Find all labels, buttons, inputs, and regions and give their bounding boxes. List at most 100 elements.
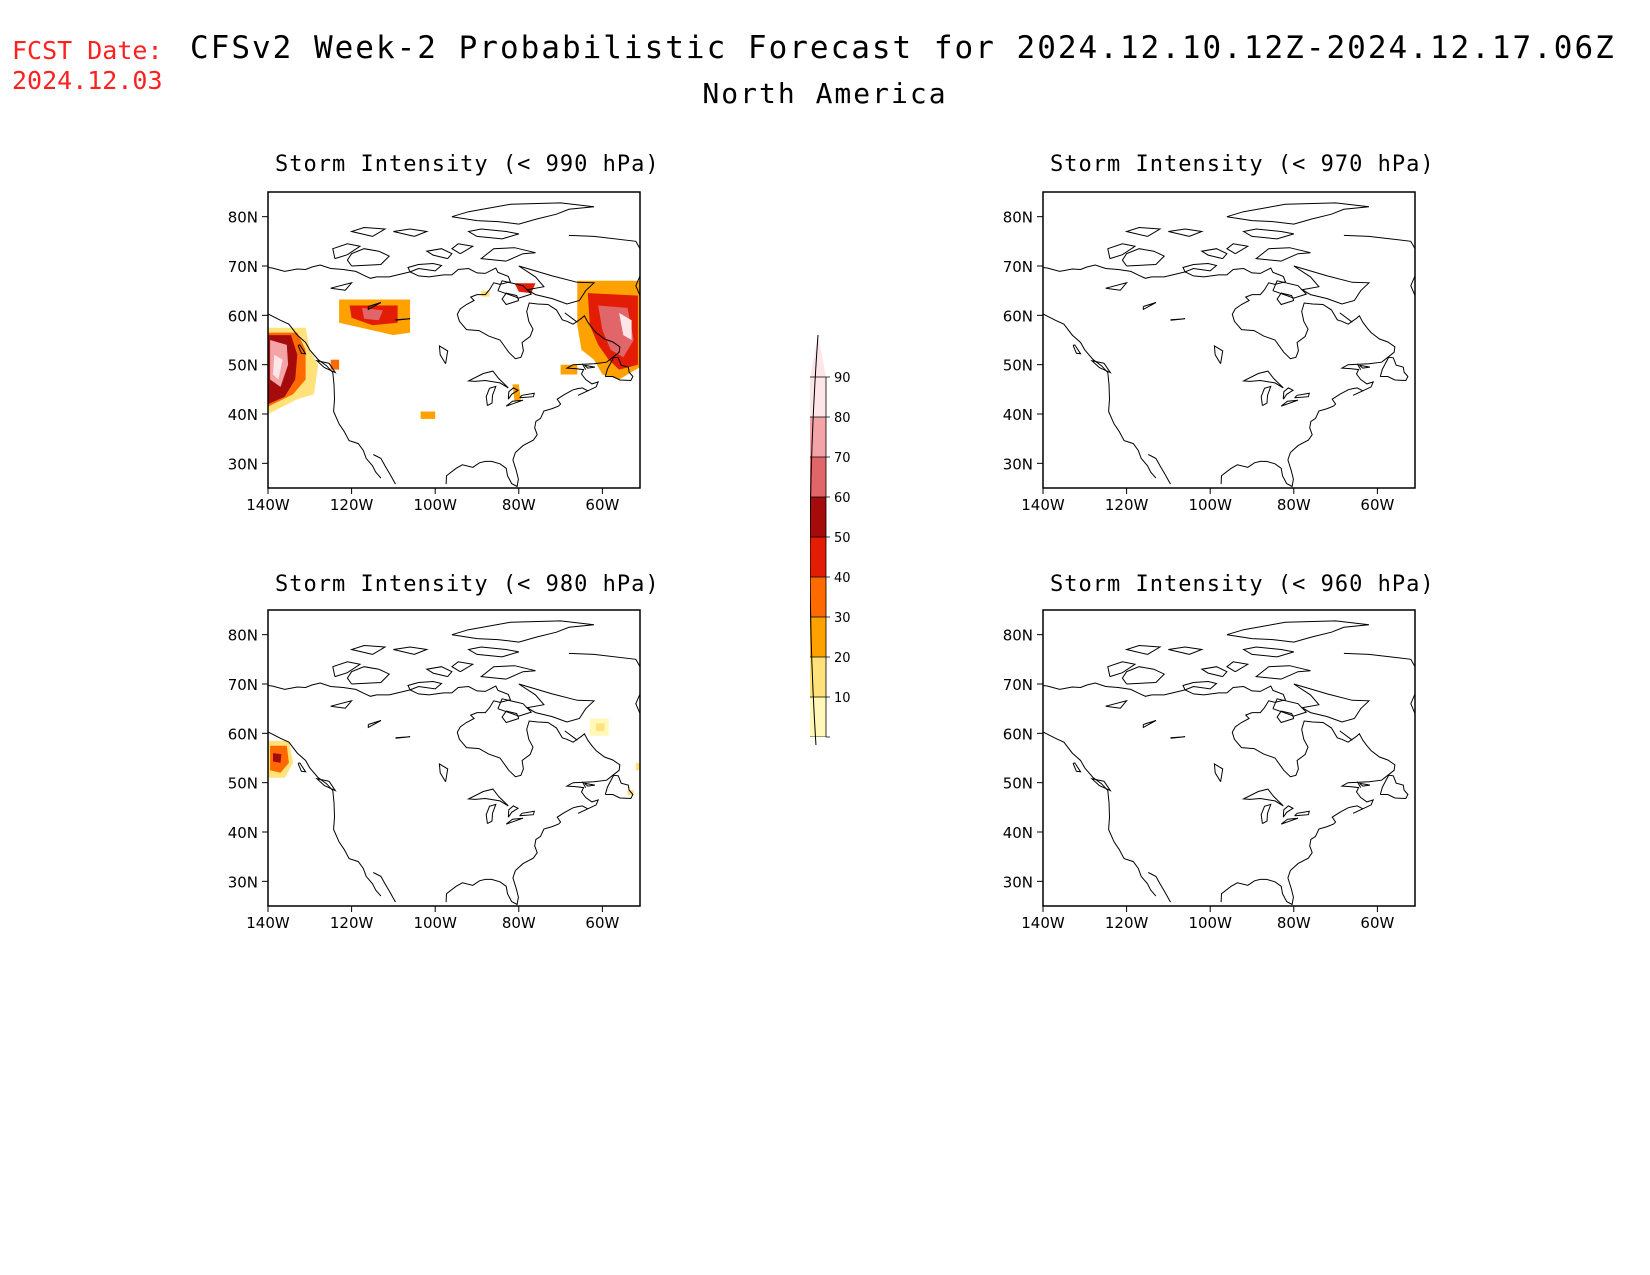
coastline <box>451 620 595 643</box>
lon-tick-label: 140W <box>246 496 290 514</box>
coastline <box>1343 192 1415 313</box>
page-title: CFSv2 Week-2 Probabilistic Forecast for … <box>190 30 1616 66</box>
coastline <box>346 248 391 267</box>
lon-tick-label: 80W <box>1277 914 1311 932</box>
lat-tick-label: 60N <box>1003 725 1033 743</box>
coastline <box>1170 318 1186 321</box>
coastline <box>466 370 509 389</box>
coastline <box>1107 243 1137 260</box>
coastline <box>395 736 411 739</box>
coastline <box>1142 302 1157 311</box>
colorbar: 90 80 70 60 50 40 30 20 10 <box>810 335 851 745</box>
probability-blob <box>362 307 383 321</box>
coastline <box>1168 646 1204 655</box>
coastline <box>1182 680 1218 691</box>
coastline <box>1379 356 1409 382</box>
coastline <box>1282 387 1294 400</box>
probability-blob <box>560 364 578 375</box>
lat-tick-label: 40N <box>228 824 258 842</box>
coastline <box>467 646 519 658</box>
colorbar-label: 90 <box>834 371 851 386</box>
coastline <box>1182 262 1218 273</box>
lon-tick-label: 60W <box>585 496 619 514</box>
coastline <box>1294 392 1310 399</box>
probability-blob <box>273 354 283 380</box>
coastline <box>1280 817 1299 825</box>
coastline <box>268 264 621 488</box>
coastline <box>519 810 535 817</box>
lat-tick-label: 60N <box>228 307 258 325</box>
coastline <box>1242 228 1294 240</box>
coastline <box>1090 359 1112 374</box>
probability-blob <box>635 762 640 771</box>
lon-tick-label: 120W <box>330 496 374 514</box>
coastline <box>367 302 382 311</box>
coastline <box>451 661 475 673</box>
coastline <box>1280 399 1299 407</box>
coastline <box>1121 248 1166 267</box>
lat-tick-label: 40N <box>1003 406 1033 424</box>
colorbar-swatch <box>810 697 826 737</box>
lon-tick-label: 100W <box>413 914 457 932</box>
map-frame <box>1042 609 1416 907</box>
coastline <box>1226 620 1370 643</box>
lon-tick-label: 80W <box>502 914 536 932</box>
coastline <box>1282 805 1294 818</box>
coastline <box>1148 872 1171 903</box>
colorbar-swatch <box>810 377 826 417</box>
lat-tick-label: 50N <box>1003 775 1033 793</box>
coastline <box>425 666 453 678</box>
coastline <box>373 872 396 903</box>
coastline <box>1043 731 1157 897</box>
lon-tick-label: 140W <box>246 914 290 932</box>
colorbar-swatch <box>810 617 826 657</box>
coastline <box>373 454 396 485</box>
coastline <box>315 359 337 374</box>
colorbar-label: 80 <box>834 411 851 426</box>
coastline <box>268 313 382 479</box>
panel-title-980: Storm Intensity (< 980 hPa) <box>275 572 660 597</box>
colorbar-top-arrow <box>810 335 826 379</box>
panel-title-990: Storm Intensity (< 990 hPa) <box>275 152 660 177</box>
lon-tick-label: 80W <box>1277 496 1311 514</box>
coastline <box>1339 730 1353 741</box>
region-subtitle: North America <box>702 77 948 110</box>
lat-tick-label: 80N <box>228 209 258 227</box>
coastline <box>438 762 449 782</box>
coastline <box>1356 781 1362 788</box>
coastline <box>1200 248 1228 260</box>
colorbar-swatch <box>810 497 826 537</box>
forecast-date-block: FCST Date: 2024.12.03 <box>12 36 163 96</box>
coastline <box>1124 226 1162 237</box>
coastline <box>1359 782 1370 787</box>
lat-tick-label: 60N <box>1003 307 1033 325</box>
coastline <box>1276 710 1295 724</box>
map-panel-980: 80N 70N 60N 50N 40N 30N 140W 120W 100W 80W 60W <box>228 609 641 932</box>
probability-fill <box>268 280 640 419</box>
coastline <box>297 344 307 355</box>
forecast-date-value: 2024.12.03 <box>12 66 163 95</box>
lat-tick-label: 60N <box>228 725 258 743</box>
coastline <box>584 364 595 369</box>
coastline <box>1226 202 1370 225</box>
coastline <box>349 226 387 237</box>
coastline <box>315 777 337 792</box>
map-frame <box>267 191 641 489</box>
coastline <box>1072 762 1082 773</box>
coastline <box>393 228 429 237</box>
probability-blob <box>619 312 632 340</box>
colorbar-bottom-arrow <box>810 737 826 745</box>
coastline <box>268 731 382 897</box>
coastline <box>367 720 382 729</box>
probability-blob <box>420 411 436 419</box>
lon-tick-label: 60W <box>1360 914 1394 932</box>
coastline <box>518 683 596 723</box>
map-panel-990: 80N 70N 60N 50N 40N 30N 140W 120W 100W 80W 60W <box>228 191 641 514</box>
coastline <box>1293 683 1371 723</box>
map-panel-970: 80N 70N 60N 50N 40N 30N 140W 120W 100W 80W 60W <box>1003 191 1416 514</box>
lat-tick-label: 80N <box>1003 209 1033 227</box>
coastline <box>467 228 519 240</box>
coastline <box>395 318 411 321</box>
lat-tick-label: 50N <box>228 357 258 375</box>
lat-tick-label: 70N <box>1003 258 1033 276</box>
